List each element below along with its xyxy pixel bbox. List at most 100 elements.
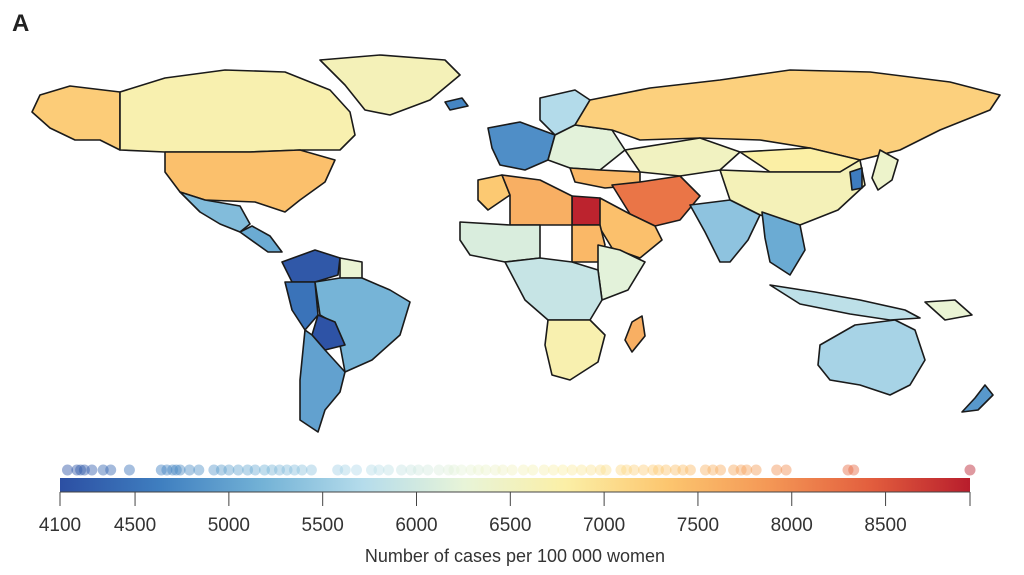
region-libya-algeria: [501, 174, 573, 226]
country-value-dot: [71, 464, 83, 476]
country-value-dot: [497, 464, 509, 476]
country-value-dot: [594, 464, 606, 476]
country-value-dot: [366, 464, 377, 476]
country-value-dot: [780, 464, 792, 476]
region-indonesia: [769, 284, 921, 321]
country-value-dot: [208, 464, 220, 476]
axis-tick-label: 7000: [583, 515, 625, 536]
region-southeast-asia: [761, 211, 806, 276]
country-value-dot: [677, 464, 689, 476]
region-western-europe: [487, 121, 556, 171]
country-value-dot: [489, 464, 501, 476]
region-southern-africa: [544, 319, 606, 381]
region-alaska: [31, 85, 121, 151]
country-value-dot: [741, 464, 753, 476]
country-value-dot: [707, 464, 719, 476]
region-morocco: [477, 174, 511, 211]
country-value-dot: [412, 464, 424, 476]
country-value-dot: [123, 464, 135, 476]
country-value-dot: [684, 464, 696, 476]
country-value-dot: [842, 464, 854, 476]
world-choropleth-map: [31, 54, 1001, 433]
country-value-dot: [433, 464, 445, 476]
axis-tick-label: 8000: [771, 515, 813, 536]
axis-tick-label: 7500: [677, 515, 719, 536]
region-bolivia: [311, 314, 346, 351]
country-value-dot: [215, 464, 227, 476]
country-value-dot: [621, 464, 633, 476]
country-value-dot: [715, 464, 726, 476]
axis-ticks: 4100 4500 5000 5500 6000 6500 7000 7500 8000 8500: [39, 492, 971, 536]
country-value-dot: [422, 464, 434, 476]
country-value-dot: [456, 464, 467, 476]
country-value-dot: [75, 464, 87, 476]
country-value-dot: [517, 464, 529, 476]
country-value-dot: [242, 464, 254, 476]
color-scale-bar: [60, 478, 970, 492]
country-value-dot: [442, 464, 454, 476]
country-value-dot: [699, 464, 711, 476]
country-value-dot: [771, 464, 783, 476]
country-value-dot: [174, 464, 186, 476]
region-australia: [817, 319, 926, 396]
country-value-dot: [170, 464, 182, 476]
country-value-dot: [506, 464, 518, 476]
country-value-dot: [653, 464, 664, 476]
country-value-dot: [566, 464, 578, 476]
region-russia: [574, 69, 1001, 161]
country-value-dot: [647, 464, 659, 476]
country-value-dot: [259, 464, 270, 476]
country-value-dot: [964, 464, 976, 476]
country-value-dots: [62, 464, 976, 476]
country-value-dot: [548, 464, 559, 476]
country-value-dot: [274, 464, 285, 476]
country-value-dot: [223, 464, 235, 476]
region-chile-argentina: [299, 329, 346, 433]
region-madagascar: [624, 315, 646, 353]
country-value-dot: [62, 464, 73, 476]
axis-tick-label: 4100: [39, 515, 81, 536]
country-value-dot: [638, 464, 649, 476]
country-value-dot: [289, 464, 300, 476]
country-value-dot: [373, 464, 385, 476]
country-value-dot: [305, 464, 317, 476]
axis-title: Number of cases per 100 000 women: [365, 546, 665, 566]
region-india: [689, 199, 761, 263]
region-papua: [924, 299, 973, 321]
country-value-dot: [538, 464, 550, 476]
country-value-dot: [232, 464, 244, 476]
country-value-dot: [669, 464, 681, 476]
country-value-dot: [557, 464, 569, 476]
region-mexico: [179, 191, 251, 233]
region-greenland: [319, 54, 461, 116]
country-value-dot: [465, 464, 477, 476]
region-new-zealand: [961, 384, 994, 413]
country-value-dot: [750, 464, 762, 476]
country-value-dot: [585, 464, 597, 476]
country-value-dot: [728, 464, 740, 476]
country-value-dot: [480, 464, 492, 476]
country-value-dot: [332, 464, 344, 476]
country-value-dot: [848, 464, 860, 476]
country-value-dot: [281, 464, 293, 476]
region-japan: [871, 149, 899, 191]
country-value-dot: [105, 464, 117, 476]
country-value-dot: [161, 464, 173, 476]
region-usa: [164, 149, 336, 213]
country-value-dot: [472, 464, 484, 476]
region-central-america: [239, 225, 283, 253]
country-value-dot: [351, 464, 362, 476]
country-value-dot: [193, 464, 205, 476]
country-value-dot: [86, 464, 98, 476]
country-value-dot: [266, 464, 278, 476]
country-value-dot: [600, 464, 612, 476]
country-value-dot: [184, 464, 195, 476]
axis-tick-label: 4500: [114, 515, 156, 536]
country-value-dot: [735, 464, 747, 476]
region-central-africa: [504, 257, 603, 321]
country-value-dot: [576, 464, 588, 476]
country-value-dot: [296, 464, 308, 476]
country-value-dot: [97, 464, 109, 476]
axis-tick-label: 5500: [302, 515, 344, 536]
